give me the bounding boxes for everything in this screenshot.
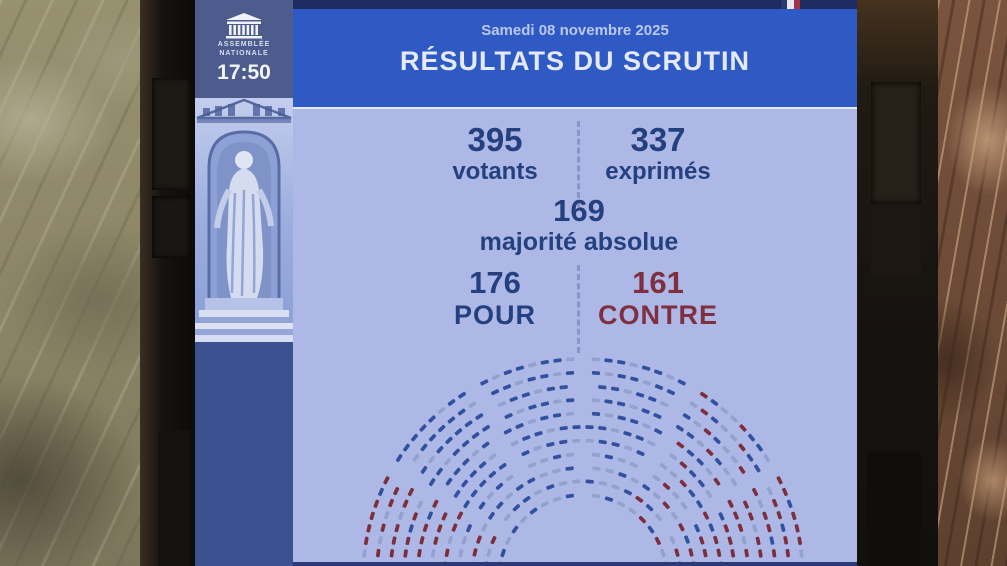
results-display-screen: ASSEMBLÉE NATIONALE 17:50: [195, 0, 857, 566]
sidebar: ASSEMBLÉE NATIONALE 17:50: [195, 0, 293, 566]
stat-votants: 395 votants: [452, 121, 538, 185]
top-strip: [293, 0, 857, 9]
vote-date: Samedi 08 novembre 2025: [481, 22, 669, 39]
sidebar-header: ASSEMBLÉE NATIONALE 17:50: [195, 0, 293, 98]
stat-divider: [577, 121, 580, 207]
main-panel: Samedi 08 novembre 2025 RÉSULTATS DU SCR…: [293, 0, 857, 566]
speaker-block: [152, 196, 190, 258]
french-flag-icon: [781, 0, 800, 15]
hemicycle-chart: [361, 357, 805, 564]
stat-divider: [577, 265, 580, 353]
assemblee-nationale-logo-icon: [226, 13, 262, 39]
bezel-column: [867, 452, 921, 566]
statue-image: [195, 98, 293, 342]
marble-wall-left: [0, 0, 160, 566]
screen-bezel-right: [857, 0, 938, 566]
stat-contre: 161 CONTRE: [598, 265, 718, 330]
bezel-column: [158, 430, 190, 566]
results-body: 395 votants 337 exprimés 169 majorité ab…: [293, 107, 857, 564]
page-title: RÉSULTATS DU SCRUTIN: [400, 46, 750, 76]
speaker-block: [152, 78, 190, 190]
institution-name: ASSEMBLÉE NATIONALE: [217, 41, 271, 57]
sidebar-lower-panel: [195, 342, 293, 566]
clock: 17:50: [217, 60, 271, 84]
speaker-block: [871, 206, 921, 276]
stat-majorite-absolue: 169 majorité absolue: [479, 193, 679, 256]
speaker-block: [871, 82, 921, 204]
screen-bezel-left: [140, 0, 195, 566]
stat-exprimes: 337 exprimés: [605, 121, 711, 185]
marble-wall-right: [938, 0, 1007, 566]
results-header: Samedi 08 novembre 2025 RÉSULTATS DU SCR…: [293, 9, 857, 107]
stat-pour: 176 POUR: [453, 265, 537, 330]
bottom-strip: [293, 562, 857, 566]
